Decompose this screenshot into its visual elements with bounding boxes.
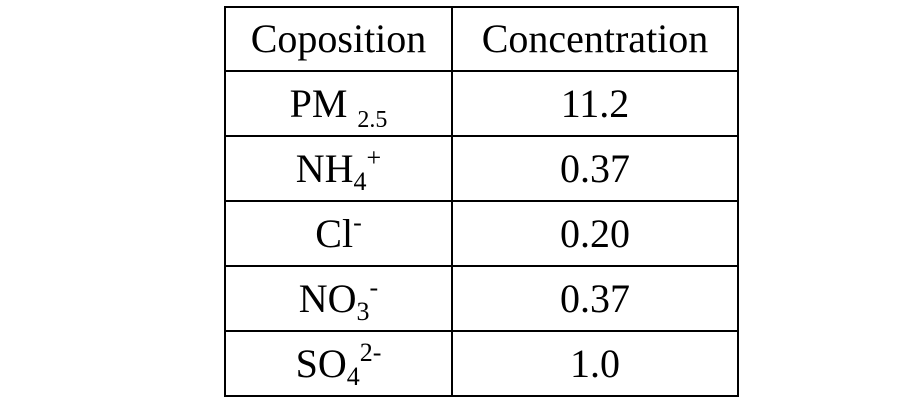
species-subscript: 3 <box>356 297 370 326</box>
concentration-cell: 1.0 <box>451 330 739 397</box>
species-superscript: - <box>369 273 379 302</box>
table-row: NO3- 0.37 <box>224 265 739 332</box>
concentration-cell: 0.37 <box>451 135 739 202</box>
species-subscript: 2.5 <box>357 107 388 133</box>
species-base: Cl <box>315 211 354 256</box>
concentration-cell: 0.37 <box>451 265 739 332</box>
table-row: SO42- 1.0 <box>224 330 739 397</box>
species-base: PM <box>289 81 348 126</box>
table-row: PM 2.5 11.2 <box>224 70 739 137</box>
species-base: SO <box>295 341 347 386</box>
species-base: NH <box>295 146 354 191</box>
composition-cell: PM 2.5 <box>224 70 453 137</box>
composition-cell: SO42- <box>224 330 453 397</box>
species-superscript: + <box>366 143 382 172</box>
concentration-cell: 0.20 <box>451 200 739 267</box>
species-superscript: 2- <box>359 338 382 367</box>
table-header-row: Coposition Concentration <box>224 6 739 72</box>
concentration-cell: 11.2 <box>451 70 739 137</box>
table-row: NH4+ 0.37 <box>224 135 739 202</box>
species-superscript: - <box>353 208 362 237</box>
header-composition: Coposition <box>224 6 453 72</box>
species-base: NO <box>298 276 357 321</box>
composition-cell: NH4+ <box>224 135 453 202</box>
table-row: Cl- 0.20 <box>224 200 739 267</box>
header-concentration: Concentration <box>451 6 739 72</box>
composition-cell: NO3- <box>224 265 453 332</box>
species-subscript: 4 <box>353 167 367 196</box>
composition-table-container: Coposition Concentration PM 2.5 11.2 NH4… <box>224 6 739 397</box>
composition-table: Coposition Concentration PM 2.5 11.2 NH4… <box>224 6 739 397</box>
species-subscript: 4 <box>346 362 360 391</box>
composition-cell: Cl- <box>224 200 453 267</box>
